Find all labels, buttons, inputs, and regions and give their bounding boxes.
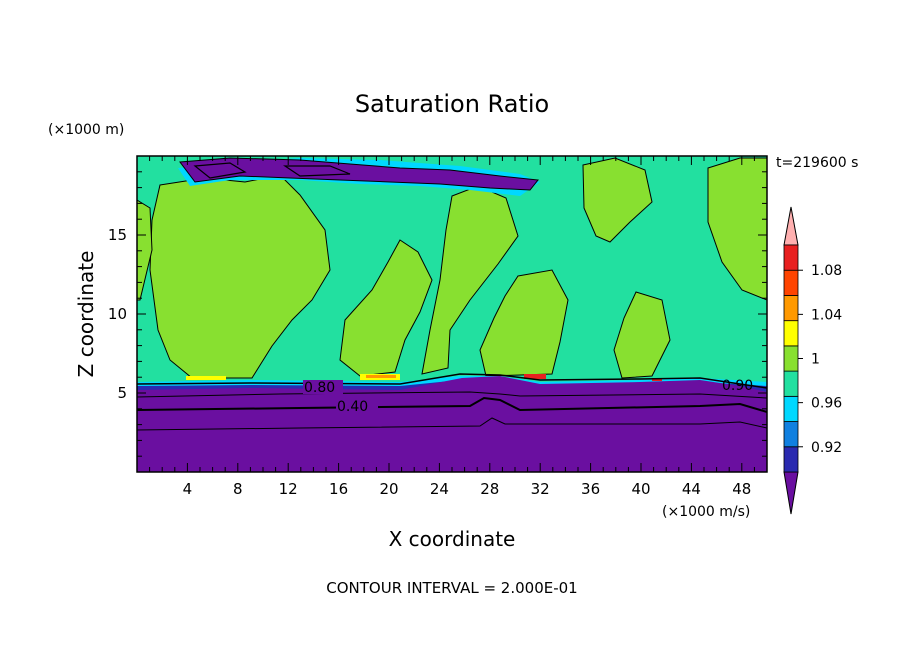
- colorbar-band: [783, 370, 799, 397]
- colorbar-band: [783, 269, 799, 296]
- x-tick-label: 36: [581, 480, 600, 498]
- colorbar-label: 0.92: [811, 440, 842, 456]
- colorbar-label: 1.04: [811, 307, 842, 323]
- y-unit-label: (×1000 m): [48, 122, 124, 138]
- x-tick-label: 28: [480, 480, 499, 498]
- column-region: [479, 269, 569, 377]
- patch-yellow: [186, 376, 226, 380]
- lower-dry-layer: [137, 376, 767, 472]
- chart-title: Saturation Ratio: [355, 90, 549, 118]
- column-region: [613, 291, 671, 379]
- contour-label: 0.80: [304, 380, 335, 396]
- y-tick-label: 15: [108, 226, 127, 244]
- x-tick-label: 16: [329, 480, 348, 498]
- x-tick-label: 24: [430, 480, 449, 498]
- x-axis: 4 8 12 16 20 24 28 32 36 40 44 48: [149, 156, 755, 498]
- x-tick-label: 4: [183, 480, 193, 498]
- column-region: [421, 185, 519, 375]
- contour-line: [137, 417, 767, 431]
- y-axis: 5 10 15: [108, 171, 767, 457]
- contour-label: 0.40: [337, 399, 368, 415]
- y-tick-label: 5: [117, 384, 127, 402]
- colorbar-label: 0.96: [811, 396, 842, 412]
- upper-dry-core: [283, 165, 351, 177]
- upper-dry-core: [193, 162, 247, 179]
- column-region: [582, 157, 653, 243]
- colorbar-extend-high: [783, 206, 799, 246]
- x-tick-label: 40: [631, 480, 650, 498]
- patch-orange: [366, 375, 396, 378]
- y-tick-label: 10: [108, 305, 127, 323]
- y-axis-label: Z coordinate: [74, 251, 98, 378]
- colorbar-band: [783, 446, 799, 473]
- contour-interval-note: CONTOUR INTERVAL = 2.000E-01: [326, 579, 577, 597]
- time-label: t=219600 s: [776, 155, 858, 171]
- column-region: [707, 157, 767, 301]
- x-tick-label: 12: [279, 480, 298, 498]
- upper-dry-band: [179, 157, 539, 191]
- contour-label: 0.90: [722, 378, 753, 394]
- colorbar-label: 1: [811, 352, 820, 368]
- colorbar-band: [783, 244, 799, 271]
- x-tick-label: 20: [379, 480, 398, 498]
- x-unit-label: (×1000 m/s): [662, 504, 750, 520]
- contour-labels: 0.80 0.40 0.90: [303, 378, 753, 415]
- saturation-field: [137, 156, 767, 472]
- x-tick-label: 8: [233, 480, 243, 498]
- colorbar-band: [783, 395, 799, 422]
- column-region: [137, 199, 153, 301]
- patch-red: [652, 378, 662, 381]
- x-tick-label: 32: [531, 480, 550, 498]
- colorbar-band: [783, 320, 799, 347]
- patch-red: [524, 374, 546, 379]
- x-axis-label: X coordinate: [389, 527, 516, 551]
- colorbar-band: [783, 345, 799, 372]
- colorbar-label: 1.08: [811, 263, 842, 279]
- colorbar-band: [783, 421, 799, 448]
- colorbar-band: [783, 295, 799, 322]
- contour-line: [137, 391, 767, 399]
- colorbar: 0.92 0.96 1 1.04 1.08: [783, 206, 842, 515]
- x-tick-label: 48: [732, 480, 751, 498]
- x-tick-label: 44: [682, 480, 701, 498]
- colorbar-extend-low: [783, 471, 799, 515]
